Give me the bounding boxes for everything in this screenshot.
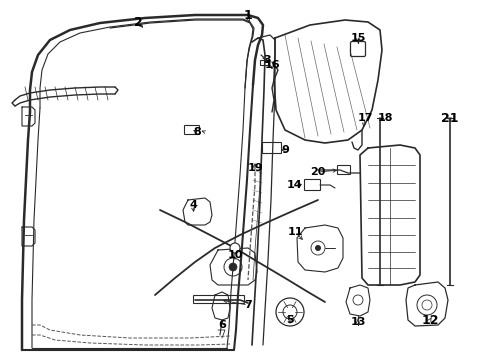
Text: 7: 7 (244, 300, 252, 310)
Text: 8: 8 (193, 127, 201, 137)
FancyBboxPatch shape (194, 296, 245, 303)
FancyBboxPatch shape (185, 126, 199, 135)
Circle shape (224, 258, 242, 276)
Text: 1: 1 (244, 9, 252, 22)
Circle shape (353, 295, 363, 305)
Circle shape (417, 295, 437, 315)
Text: 11: 11 (287, 227, 303, 237)
Text: 5: 5 (286, 315, 294, 325)
Text: 15: 15 (350, 33, 366, 43)
Text: 2: 2 (134, 15, 143, 28)
Circle shape (230, 243, 240, 253)
Text: 6: 6 (218, 320, 226, 330)
Text: 12: 12 (421, 314, 439, 327)
Text: 14: 14 (287, 180, 303, 190)
Text: 16: 16 (264, 60, 280, 70)
FancyBboxPatch shape (338, 166, 350, 175)
Circle shape (315, 245, 321, 251)
Circle shape (311, 241, 325, 255)
Text: 19: 19 (247, 163, 263, 173)
Text: 17: 17 (357, 113, 373, 123)
FancyBboxPatch shape (304, 180, 320, 190)
Circle shape (283, 305, 297, 319)
Circle shape (422, 300, 432, 310)
FancyBboxPatch shape (350, 41, 366, 57)
Text: 4: 4 (189, 200, 197, 210)
Text: 9: 9 (281, 145, 289, 155)
Text: 13: 13 (350, 317, 366, 327)
Circle shape (276, 298, 304, 326)
Text: 10: 10 (227, 250, 243, 260)
Text: 3: 3 (263, 55, 271, 65)
Text: 20: 20 (310, 167, 326, 177)
FancyBboxPatch shape (263, 143, 281, 153)
Text: 21: 21 (441, 112, 459, 125)
Circle shape (229, 263, 237, 271)
Bar (260, 60, 268, 65)
Text: 18: 18 (377, 113, 393, 123)
